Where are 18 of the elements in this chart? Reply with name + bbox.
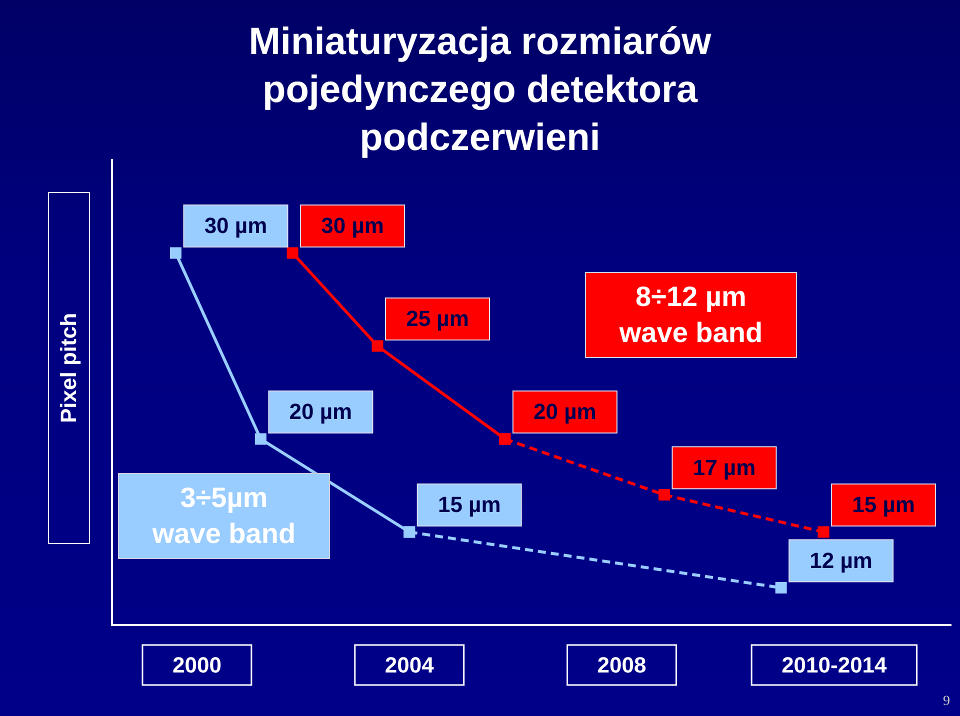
x-tick-label: 2000 — [172, 652, 222, 678]
data-label: 20 µm — [534, 399, 596, 424]
data-label: 30 µm — [321, 213, 384, 238]
x-tick-label: 2008 — [597, 652, 646, 678]
y-axis-title: Pixel pitch — [56, 312, 82, 424]
data-label: 15 µm — [438, 492, 501, 518]
chart-title: Miniaturyzacja rozmiarów pojedynczego detektora podczerwieni — [248, 20, 712, 161]
data-label: 12 µm — [810, 548, 872, 573]
data-label: 25 µm — [406, 306, 469, 332]
data-label: 20 µm — [289, 399, 352, 424]
data-label: 15 µm — [852, 492, 915, 518]
series-label: 3÷5µm wave band — [118, 473, 330, 559]
text: 8÷12 µm wave band — [585, 272, 797, 358]
x-tick-label: 2004 — [384, 652, 435, 678]
x-tick-label: 2010-2014 — [782, 652, 888, 678]
data-label: 17 µm — [692, 454, 756, 480]
text: 9 — [943, 694, 950, 710]
data-label: 30 µm — [204, 213, 268, 238]
